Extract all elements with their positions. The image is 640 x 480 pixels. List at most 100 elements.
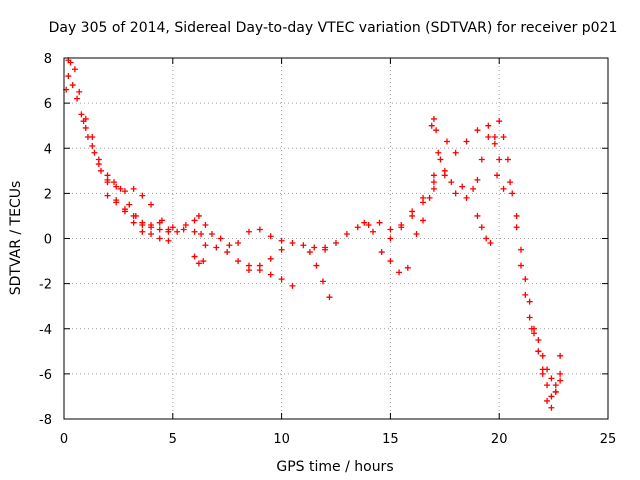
- data-point: [474, 212, 481, 219]
- data-point: [156, 226, 163, 233]
- data-point: [278, 276, 285, 283]
- data-point: [544, 382, 551, 389]
- data-point: [117, 185, 124, 192]
- x-tick-label: 0: [60, 432, 68, 447]
- data-point: [396, 269, 403, 276]
- y-tick-label: 0: [44, 233, 52, 248]
- series-arc-12: [387, 172, 466, 242]
- data-point: [491, 140, 498, 147]
- data-point: [319, 278, 326, 285]
- data-point: [130, 185, 137, 192]
- x-tick-label: 5: [169, 432, 177, 447]
- data-point: [202, 242, 209, 249]
- data-point: [97, 167, 104, 174]
- data-point: [65, 73, 72, 80]
- data-point: [343, 230, 350, 237]
- data-point: [148, 230, 155, 237]
- data-point: [507, 179, 514, 186]
- data-point: [300, 242, 307, 249]
- series-arc-16: [474, 212, 494, 247]
- data-point: [195, 212, 202, 219]
- y-tick-labels: -8 -6 -4 -2 0 2 4 6 8: [39, 52, 52, 428]
- data-point: [156, 219, 163, 226]
- data-point: [224, 249, 231, 256]
- series-arc-15: [463, 133, 501, 201]
- data-point: [267, 233, 274, 240]
- data-point: [557, 370, 564, 377]
- data-point: [387, 226, 394, 233]
- data-point: [289, 282, 296, 289]
- data-point: [544, 397, 551, 404]
- data-point: [509, 190, 516, 197]
- data-point: [441, 172, 448, 179]
- data-point: [448, 179, 455, 186]
- data-point: [409, 212, 416, 219]
- data-point: [517, 262, 524, 269]
- data-point: [289, 240, 296, 247]
- data-point: [245, 228, 252, 235]
- data-point: [494, 172, 501, 179]
- y-tick-label: 4: [44, 142, 52, 157]
- data-point: [463, 138, 470, 145]
- series-arc-9: [306, 249, 333, 301]
- data-point: [113, 183, 120, 190]
- data-point: [452, 149, 459, 156]
- series-arc-5: [191, 212, 329, 253]
- data-point: [130, 219, 137, 226]
- data-point: [104, 179, 111, 186]
- data-points: [63, 57, 564, 411]
- data-point: [548, 404, 555, 411]
- data-point: [552, 382, 559, 389]
- y-tick-label: 2: [44, 187, 52, 202]
- data-point: [313, 262, 320, 269]
- series-arc-19: [528, 325, 564, 395]
- data-point: [235, 258, 242, 265]
- x-tick-label: 20: [491, 432, 508, 447]
- data-point: [226, 242, 233, 249]
- data-point: [378, 249, 385, 256]
- data-point: [165, 228, 172, 235]
- data-point: [191, 228, 198, 235]
- data-point: [113, 199, 120, 206]
- data-point: [459, 183, 466, 190]
- data-point: [428, 122, 435, 129]
- data-point: [76, 88, 83, 95]
- series-arc-4: [104, 192, 172, 235]
- data-point: [522, 291, 529, 298]
- data-point: [191, 217, 198, 224]
- data-point: [139, 192, 146, 199]
- data-point: [517, 246, 524, 253]
- data-point: [513, 224, 520, 231]
- data-point: [496, 156, 503, 163]
- data-point: [126, 201, 133, 208]
- series-arc-2: [63, 73, 172, 235]
- x-tick-label: 25: [600, 432, 617, 447]
- x-tick-label: 15: [382, 432, 399, 447]
- data-point: [111, 179, 118, 186]
- data-point: [535, 348, 542, 355]
- data-point: [235, 240, 242, 247]
- data-point: [430, 172, 437, 179]
- data-point: [208, 230, 215, 237]
- grid-lines: [64, 58, 608, 419]
- data-point: [82, 124, 89, 131]
- y-tick-label: -6: [39, 368, 52, 383]
- axis-ticks: [63, 57, 609, 420]
- data-point: [437, 156, 444, 163]
- data-point: [485, 133, 492, 140]
- data-point: [165, 237, 172, 244]
- data-point: [420, 194, 427, 201]
- data-point: [500, 133, 507, 140]
- data-point: [376, 219, 383, 226]
- data-point: [398, 224, 405, 231]
- data-point: [496, 118, 503, 125]
- data-point: [130, 212, 137, 219]
- data-point: [491, 133, 498, 140]
- data-point: [354, 224, 361, 231]
- x-tick-labels: 0 5 10 15 20 25: [60, 432, 616, 447]
- data-point: [217, 235, 224, 242]
- data-point: [504, 156, 511, 163]
- data-point: [487, 240, 494, 247]
- x-tick-label: 10: [273, 432, 290, 447]
